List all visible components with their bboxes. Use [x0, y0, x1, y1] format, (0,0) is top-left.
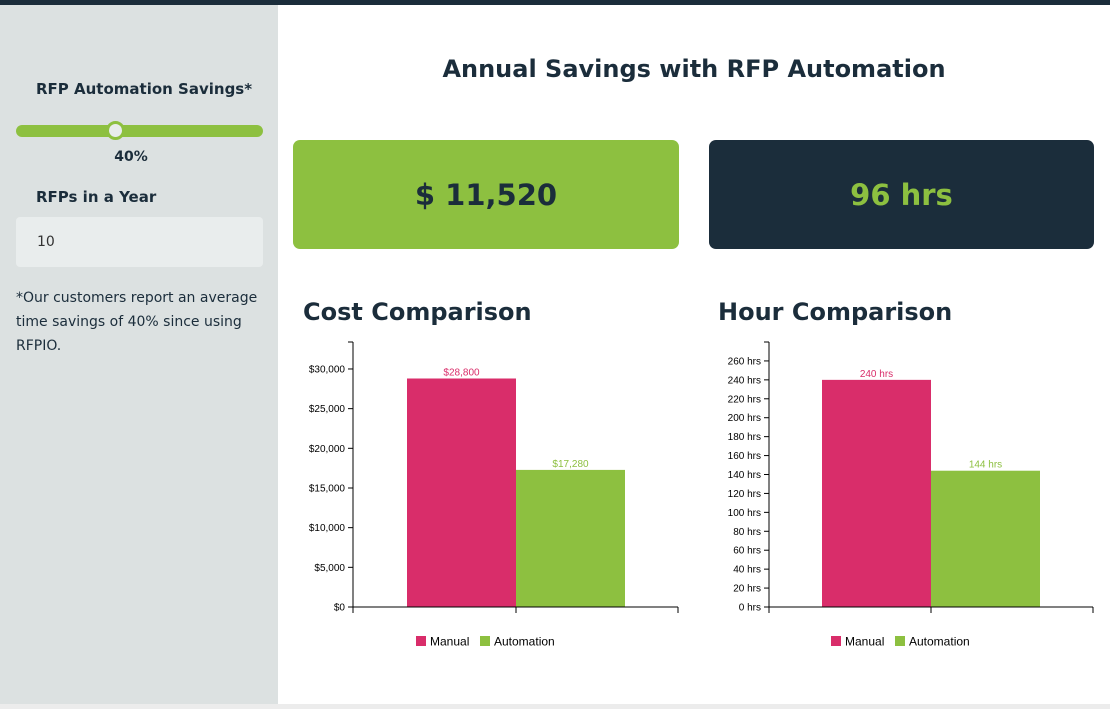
y-tick-label: 180 hrs	[728, 432, 761, 443]
bar-automation	[931, 470, 1040, 607]
y-tick-label: 60 hrs	[733, 546, 761, 557]
cost-chart-title: Cost Comparison	[303, 298, 532, 326]
y-tick-label: $25,000	[309, 404, 346, 415]
y-tick-label: 40 hrs	[733, 565, 761, 576]
cost-chart: $28,800 $17,280 $0 $5,000 $10,000 $15,000 $20,…	[309, 341, 679, 649]
legend-label: Automation	[494, 635, 555, 649]
slider-handle[interactable]	[105, 121, 125, 140]
y-tick-label: 220 hrs	[728, 394, 761, 405]
y-tick-label: 240 hrs	[728, 375, 761, 386]
y-tick-label: $30,000	[309, 364, 346, 375]
legend-swatch-manual	[416, 636, 426, 646]
legend-label: Automation	[909, 635, 970, 649]
bar-manual	[407, 378, 516, 607]
savings-note: *Our customers report an average time sa…	[16, 290, 258, 354]
data-label: 240 hrs	[860, 369, 893, 380]
y-tick-label: 100 hrs	[728, 508, 761, 519]
legend-label: Manual	[430, 635, 469, 649]
legend-swatch-manual	[831, 636, 841, 646]
y-tick-label: 160 hrs	[728, 451, 761, 462]
y-tick-label: 20 hrs	[733, 584, 761, 595]
y-tick-label: 260 hrs	[728, 356, 761, 367]
bar-manual	[822, 379, 931, 607]
y-tick-label: 200 hrs	[728, 413, 761, 424]
data-label: $28,800	[443, 367, 480, 378]
data-label: 144 hrs	[969, 460, 1002, 471]
bar-automation	[516, 469, 625, 607]
y-tick-label: 120 hrs	[728, 489, 761, 500]
y-tick-label: 140 hrs	[728, 470, 761, 481]
y-tick-label: $5,000	[314, 563, 345, 574]
y-tick-label: $15,000	[309, 483, 346, 494]
hour-savings-value: 96 hrs	[850, 177, 953, 212]
data-label: $17,280	[552, 459, 589, 470]
savings-label: RFP Automation Savings*	[36, 80, 253, 98]
cost-savings-value: $ 11,520	[414, 177, 558, 212]
top-bar	[0, 0, 1110, 5]
y-tick-label: $0	[334, 603, 346, 614]
bottom-strip	[0, 704, 1110, 709]
y-tick-label: 80 hrs	[733, 527, 761, 538]
hour-chart-title: Hour Comparison	[718, 298, 953, 326]
legend-label: Manual	[845, 635, 884, 649]
legend-swatch-automation	[480, 636, 490, 646]
y-tick-label: 0 hrs	[739, 603, 761, 614]
hour-chart: 240 hrs 144 hrs 0 hrs 20 hrs 40 hrs 60 hrs 80 …	[728, 341, 1094, 649]
hour-savings-card: 96 hrs	[709, 140, 1094, 249]
rfps-label: RFPs in a Year	[36, 188, 157, 206]
rfps-input[interactable]	[16, 217, 263, 267]
y-tick-label: $20,000	[309, 444, 346, 455]
savings-slider[interactable]	[16, 125, 263, 137]
cost-savings-card: $ 11,520	[293, 140, 679, 249]
y-tick-label: $10,000	[309, 523, 346, 534]
legend-swatch-automation	[895, 636, 905, 646]
savings-value: 40%	[114, 149, 148, 165]
page-title: Annual Savings with RFP Automation	[442, 55, 946, 83]
sidebar	[0, 5, 278, 705]
